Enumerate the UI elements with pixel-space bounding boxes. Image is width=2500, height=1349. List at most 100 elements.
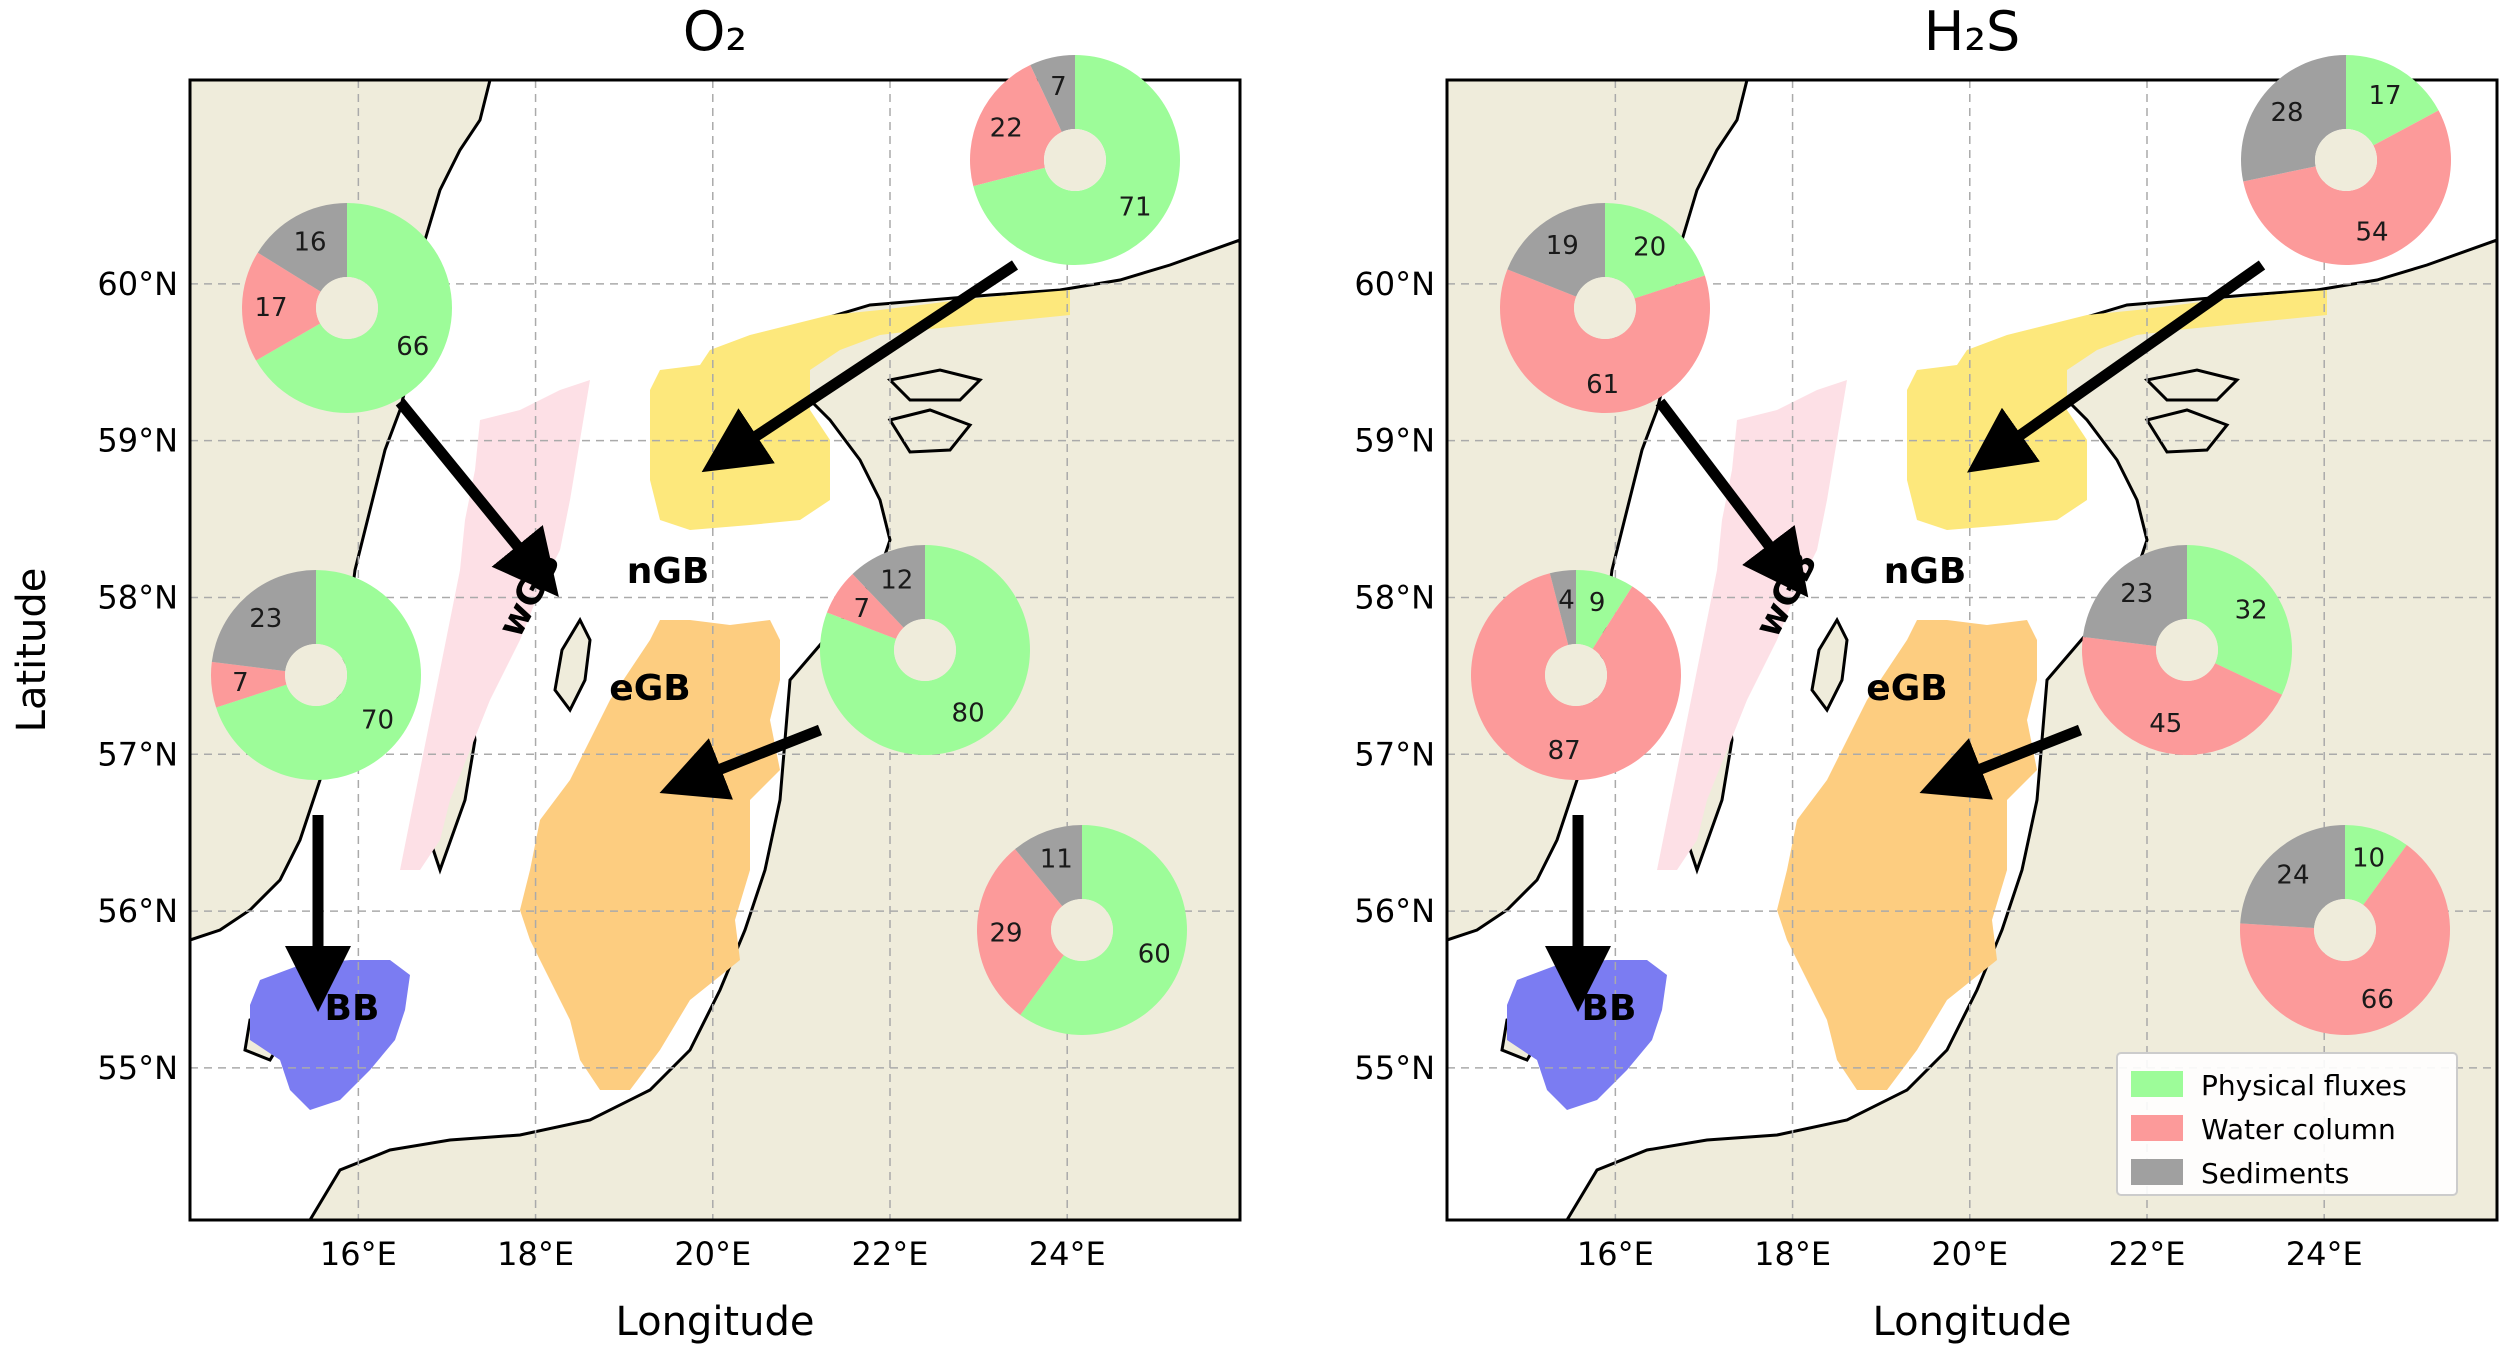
x-axis-label: Longitude [1873,1299,2072,1345]
donut-slice-sediments [1507,203,1605,297]
donut-value-label: 80 [952,699,985,729]
arrow-to-wGB [1655,398,1809,598]
donut-nGB: 17 54 28 [2241,55,2451,266]
donut-value-label: 20 [1633,233,1666,263]
donut-hole [316,277,378,339]
donut-value-label: 10 [2352,844,2385,874]
legend: Physical fluxes Water column Sediments [2116,1052,2458,1196]
donut-value-label: 60 [1138,939,1171,969]
lat-tick-label: 57°N [1354,735,1435,773]
basin-eGB [520,620,780,1090]
legend-swatch-sediments [2131,1159,2183,1185]
donut-hole [1051,899,1113,961]
donut-slice-sediments [1015,825,1082,907]
donut-slice-sediments [2240,825,2345,929]
donut-value-label: 66 [2361,985,2394,1015]
donut-slice-water [242,252,321,361]
donut-value-label: 7 [853,594,870,624]
lon-tick-label: 22°E [852,1235,929,1273]
donut-value-label: 9 [1589,588,1606,618]
donut-slice-water [1471,573,1682,781]
lon-tick-label: 24°E [2286,1235,2363,1273]
island [886,368,983,402]
donut-unlinked: 60 29 11 [976,825,1187,1035]
donut-slice-water [2243,110,2451,266]
donut-slice-sediments [257,203,347,292]
y-axis-label: Latitude [9,568,55,733]
donut-hole [1545,644,1607,706]
donut-wGB: 20 61 19 [1500,203,1710,413]
lon-tick-label: 16°E [320,1235,397,1273]
donut-slice-physical [973,55,1180,265]
lon-tick-label: 16°E [1577,1235,1654,1273]
donut-hole [1574,277,1636,339]
donut-unlinked: 10 66 24 [2240,825,2451,1036]
donut-slice-physical [1576,570,1633,649]
arrow-to-wGB [395,398,559,598]
legend-label-physical: Physical fluxes [2201,1069,2407,1102]
lat-tick-label: 55°N [1354,1049,1435,1087]
island [2143,368,2240,402]
basin-wGB [400,380,590,870]
lon-tick-label: 24°E [1029,1235,1106,1273]
donut-value-label: 45 [2149,709,2182,739]
donut-slice-water [2240,845,2451,1036]
donut-value-label: 71 [1119,193,1152,223]
donut-value-label: 66 [396,332,429,362]
donut-hole [2314,899,2376,961]
donut-value-label: 23 [249,604,282,634]
legend-swatch-physical [2131,1071,2183,1097]
donut-value-label: 28 [2270,98,2303,128]
donut-value-label: 17 [2368,81,2401,111]
arrow-to-eGB [1919,724,2083,800]
donut-slice-water [826,574,904,639]
donut-slice-sediments [2082,545,2187,647]
region-label-nGB: nGB [627,551,710,592]
donut-value-label: 7 [1050,72,1067,102]
legend-swatch-water [2131,1115,2183,1141]
donut-hole [1044,129,1106,191]
lon-tick-label: 18°E [1754,1235,1831,1273]
lat-tick-label: 56°N [97,892,178,930]
donut-value-label: 17 [254,293,287,323]
basin-wGB [1657,380,1847,870]
lon-tick-label: 18°E [497,1235,574,1273]
donut-value-label: 87 [1548,736,1581,766]
donut-slice-sediments [1030,55,1075,132]
region-label-eGB: eGB [1866,668,1947,709]
region-label-BB: BB [325,988,380,1029]
donut-slice-physical [256,203,452,413]
donut-slice-water [970,64,1062,187]
donut-slice-physical [2345,825,2407,905]
lat-tick-label: 58°N [97,578,178,616]
basin-eGB [1777,620,2037,1090]
donut-value-label: 54 [2355,217,2388,247]
lat-tick-label: 59°N [1354,422,1435,460]
donut-value-label: 11 [1040,844,1073,874]
region-label-eGB: eGB [609,668,690,709]
donut-slice-water [1500,269,1710,413]
donut-eGB: 80 7 12 [820,545,1030,755]
donut-value-label: 23 [2120,579,2153,609]
legend-box [2116,1052,2458,1196]
island [887,408,973,454]
donut-slice-sediments [211,570,316,672]
lon-tick-label: 20°E [1931,1235,2008,1273]
donut-hole [894,619,956,681]
lat-tick-label: 56°N [1354,892,1435,930]
donut-slice-water [210,661,287,708]
region-label-nGB: nGB [1884,551,1967,592]
panel-h2s: H₂S 16°E 18°E 20°E 22°E 24°E 60°N 59°N 58°N 57°N 5… [1354,0,2499,1345]
donut-slice-physical [2187,545,2292,695]
lat-tick-label: 58°N [1354,578,1435,616]
legend-label-sediments: Sediments [2201,1157,2349,1190]
lat-tick-label: 60°N [1354,265,1435,303]
arrow-to-nGB [701,260,1019,473]
donut-value-label: 7 [232,668,249,698]
lat-tick-label: 60°N [97,265,178,303]
donut-value-label: 61 [1586,370,1619,400]
panel-o2: O₂ 16°E 18°E 20°E 22°E 24°E 60°N 59°N 58°N 57°N 56… [9,0,1242,1345]
donut-wGB: 66 17 16 [242,203,452,413]
panel-title: H₂S [1924,0,2021,63]
